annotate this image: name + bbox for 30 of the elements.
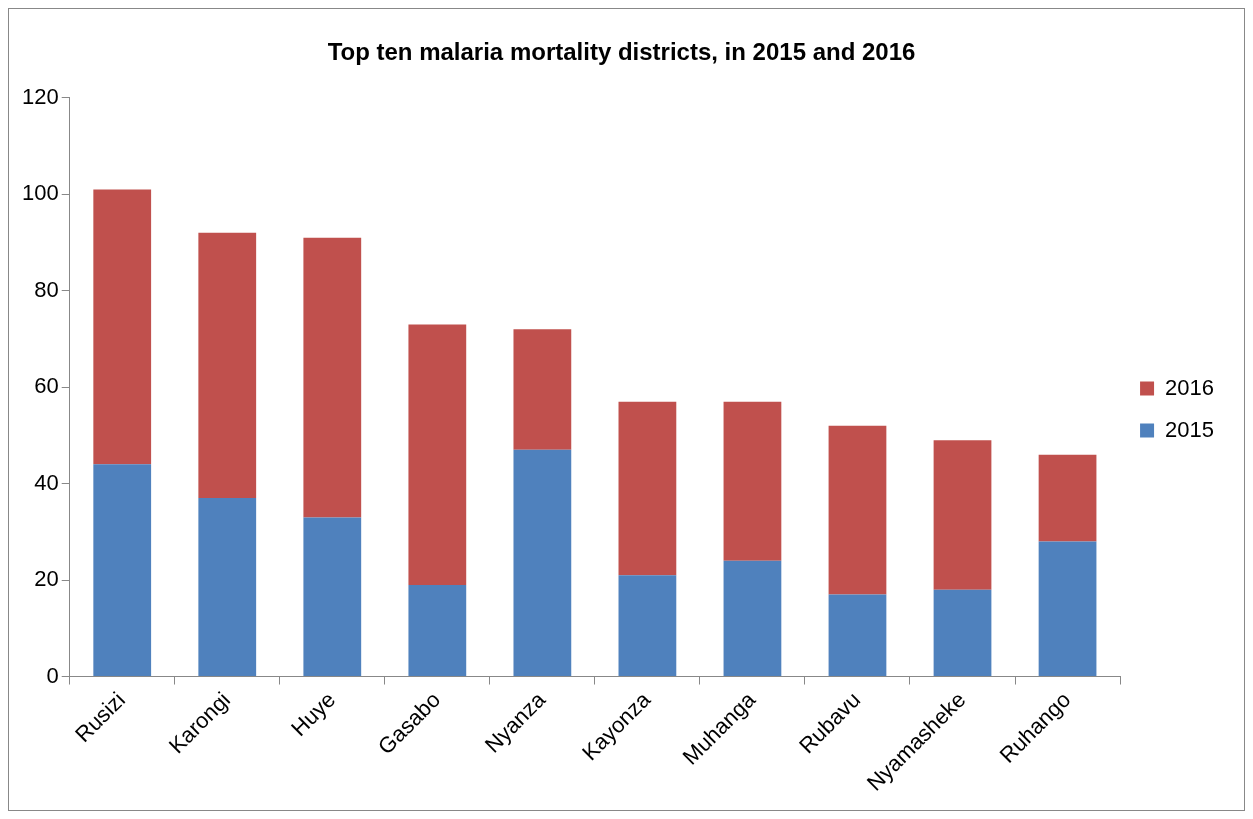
bar (933, 440, 992, 590)
bar (513, 449, 572, 677)
legend-label: 2016 (1165, 374, 1215, 400)
y-tick-label: 60 (34, 373, 59, 399)
bar (408, 584, 467, 677)
bar (93, 189, 152, 465)
y-tick-label: 100 (21, 180, 59, 206)
bar (618, 575, 677, 677)
bar (303, 517, 362, 677)
bar (198, 498, 257, 677)
chart-title: Top ten malaria mortality districts, in 2015 and 2016 (327, 38, 916, 66)
bar (408, 324, 467, 585)
bar (198, 232, 257, 499)
bar (1038, 454, 1097, 542)
legend-label: 2015 (1165, 416, 1215, 442)
bar (93, 464, 152, 677)
bar (828, 594, 887, 677)
bar (723, 560, 782, 677)
y-tick-label: 0 (46, 662, 59, 688)
y-tick-label: 20 (34, 566, 59, 592)
bar (723, 401, 782, 561)
bar (828, 425, 887, 595)
bar (933, 589, 992, 677)
bar (303, 237, 362, 518)
y-tick-label: 120 (21, 83, 59, 109)
y-tick-label: 80 (34, 276, 59, 302)
y-tick-label: 40 (34, 469, 59, 495)
bar (513, 329, 572, 450)
bar (618, 401, 677, 576)
bar (1038, 541, 1097, 677)
